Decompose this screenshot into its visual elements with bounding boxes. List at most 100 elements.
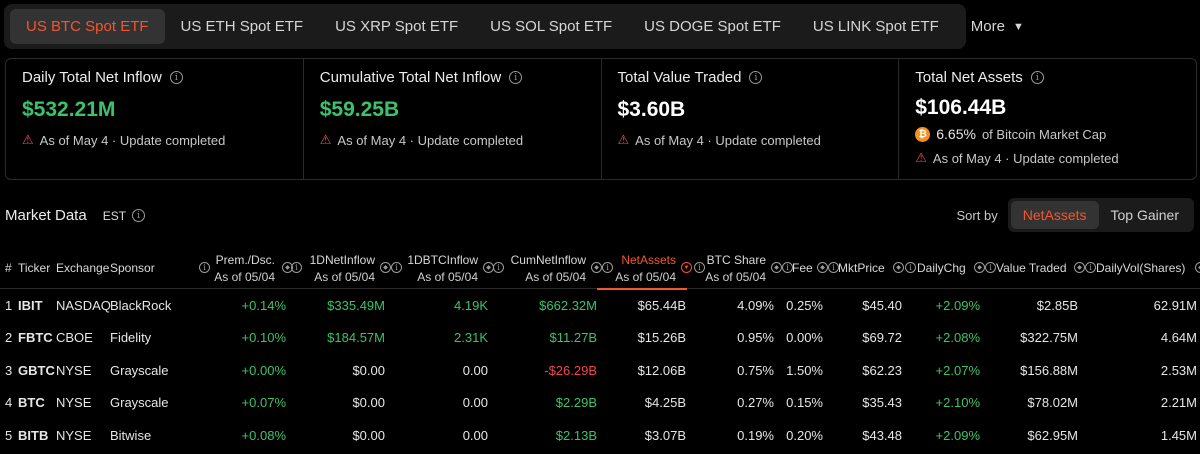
tab-us-eth-spot-etf[interactable]: US ETH Spot ETF	[180, 18, 304, 35]
cell-1d-btc-inflow: 0.00	[462, 427, 488, 443]
col-header-btc-share[interactable]: BTC Share As of 05/04	[702, 247, 766, 289]
cell-cum-net-inflow: $11.27B	[549, 330, 597, 346]
col-header-number: #	[5, 261, 12, 275]
sort-icon[interactable]: ◆	[1195, 262, 1200, 273]
sort-icon[interactable]: ◆	[771, 262, 782, 273]
total-value-traded-card: Total Value Traded i $3.60B ⚠ As of May 4 …	[602, 59, 900, 179]
col-header-mkt-price[interactable]: MktPrice	[838, 261, 885, 275]
sort-active-icon[interactable]: ▼	[681, 262, 692, 273]
sort-icon[interactable]: ◆	[380, 262, 391, 273]
cell-1d-btc-inflow: 2.31K	[454, 330, 488, 346]
cell-fee: 1.50%	[786, 362, 823, 378]
info-icon[interactable]: i	[493, 262, 504, 273]
sort-by-label: Sort by	[956, 207, 998, 223]
info-icon[interactable]: i	[169, 71, 183, 84]
tab-us-doge-spot-etf[interactable]: US DOGE Spot ETF	[644, 18, 781, 35]
table-header: # Ticker Exchange Sponsor i Prem./Dsc. A…	[0, 247, 1200, 290]
caret-down-icon: ▼	[1012, 20, 1024, 33]
info-icon[interactable]: i	[694, 262, 705, 273]
col-header-cum-net-inflow[interactable]: CumNetInflow As of 05/04	[502, 247, 586, 289]
update-status: As of May 4 · Update completed	[635, 132, 821, 148]
card-title: Total Value Traded	[617, 69, 742, 86]
update-status: As of May 4 · Update completed	[337, 132, 524, 148]
info-icon[interactable]: i	[391, 262, 402, 273]
table-row[interactable]: 2 FBTC CBOE Fidelity +0.10% $184.57M 2.31K $11.…	[0, 322, 1200, 355]
cell-net-assets: $4.25B	[644, 395, 686, 411]
cell-prem-dsc: +0.00%	[241, 362, 286, 378]
cell-1d-net-inflow: $0.00	[352, 395, 385, 411]
cell-ticker[interactable]: BITB	[18, 427, 49, 443]
table-row[interactable]: 4 BTC NYSE Grayscale +0.07% $0.00 0.00 $2.29B $4…	[0, 387, 1200, 420]
tab-more-dropdown[interactable]: More ▼	[955, 9, 1040, 44]
tab-us-btc-spot-etf[interactable]: US BTC Spot ETF	[10, 9, 165, 44]
info-icon[interactable]: i	[1030, 71, 1044, 84]
sort-icon[interactable]: ◆	[591, 262, 602, 273]
col-header-exchange: Exchange	[56, 261, 110, 275]
cell-ticker[interactable]: IBIT	[18, 297, 43, 313]
info-icon[interactable]: i	[1085, 262, 1096, 273]
col-header-label: CumNetInflow	[510, 252, 586, 267]
col-header-daily-chg[interactable]: DailyChg	[917, 261, 966, 275]
cell-sponsor: Fidelity	[110, 330, 152, 346]
cell-ticker[interactable]: GBTC	[18, 362, 55, 378]
table-row[interactable]: 1 IBIT NASDAQ BlackRock +0.14% $335.49M 4.19K $…	[0, 289, 1200, 322]
col-header-1d-btc-inflow[interactable]: 1DBTCInflow As of 05/04	[400, 247, 478, 289]
cell-btc-share: 0.75%	[737, 362, 774, 378]
sort-icon[interactable]: ◆	[1074, 262, 1085, 273]
info-icon[interactable]: i	[985, 262, 996, 273]
info-icon[interactable]: i	[132, 209, 146, 222]
cell-rank: 5	[5, 427, 13, 443]
cell-rank: 2	[5, 330, 13, 346]
cell-value-traded: $156.88M	[1020, 362, 1078, 378]
col-header-prem-dsc[interactable]: Prem./Dsc. As of 05/04	[211, 247, 275, 289]
section-title: Market Data	[5, 207, 87, 224]
col-header-net-assets[interactable]: NetAssets As of 05/04	[610, 247, 676, 289]
col-header-daily-vol[interactable]: DailyVol(Shares)	[1096, 261, 1186, 275]
info-icon[interactable]: i	[828, 262, 839, 273]
sort-icon[interactable]: ◆	[817, 262, 828, 273]
daily-net-inflow-card: Daily Total Net Inflow i $532.21M ⚠ As of …	[6, 59, 304, 179]
sort-netassets-button[interactable]: NetAssets	[1010, 201, 1099, 229]
cell-mkt-price: $35.43	[862, 395, 902, 411]
cell-ticker[interactable]: BTC	[18, 395, 45, 411]
warning-icon: ⚠	[617, 132, 630, 147]
cell-daily-chg: +2.09%	[935, 297, 980, 313]
col-header-fee[interactable]: Fee	[792, 261, 813, 275]
cell-sponsor: Grayscale	[110, 362, 169, 378]
info-icon[interactable]: i	[509, 71, 523, 84]
sort-toggle-group: NetAssets Top Gainer	[1007, 198, 1194, 232]
cell-value-traded: $62.95M	[1027, 427, 1078, 443]
sort-icon[interactable]: ◆	[974, 262, 985, 273]
sort-top-gainer-button[interactable]: Top Gainer	[1110, 207, 1179, 223]
cell-net-assets: $15.26B	[637, 330, 686, 346]
cell-1d-btc-inflow: 0.00	[462, 362, 488, 378]
tab-us-link-spot-etf[interactable]: US LINK Spot ETF	[812, 18, 939, 35]
info-icon[interactable]: i	[199, 262, 210, 273]
cell-rank: 3	[5, 362, 13, 378]
cell-value-traded: $78.02M	[1027, 395, 1078, 411]
info-icon[interactable]: i	[602, 262, 613, 273]
cell-ticker[interactable]: FBTC	[18, 330, 53, 346]
col-header-1d-net-inflow[interactable]: 1DNetInflow As of 05/04	[300, 247, 375, 289]
cell-value-traded: $2.85B	[1036, 297, 1078, 313]
sort-icon[interactable]: ◆	[893, 262, 904, 273]
tab-us-xrp-spot-etf[interactable]: US XRP Spot ETF	[335, 18, 459, 35]
tab-us-sol-spot-etf[interactable]: US SOL Spot ETF	[490, 18, 613, 35]
cell-sponsor: Bitwise	[110, 427, 152, 443]
col-header-ticker: Ticker	[18, 261, 51, 275]
card-value: $106.44B	[915, 96, 1007, 119]
table-row[interactable]: 3 GBTC NYSE Grayscale +0.00% $0.00 0.00 -$26.29…	[0, 354, 1200, 387]
col-header-value-traded[interactable]: Value Traded	[996, 261, 1067, 275]
cell-daily-chg: +2.10%	[935, 395, 980, 411]
table-row[interactable]: 5 BITB NYSE Bitwise +0.08% $0.00 0.00 $2.13B $3.…	[0, 419, 1200, 452]
cell-1d-btc-inflow: 4.19K	[454, 297, 488, 313]
bitcoin-icon: ₿	[915, 126, 931, 142]
cell-exchange: CBOE	[56, 330, 93, 346]
info-icon[interactable]: i	[291, 262, 302, 273]
cell-daily-vol: 62.91M	[1153, 297, 1197, 313]
info-icon[interactable]: i	[905, 262, 916, 273]
info-icon[interactable]: i	[782, 262, 793, 273]
info-icon[interactable]: i	[749, 71, 763, 84]
active-sort-underline	[597, 288, 687, 290]
col-header-date: As of 05/04	[214, 269, 275, 284]
